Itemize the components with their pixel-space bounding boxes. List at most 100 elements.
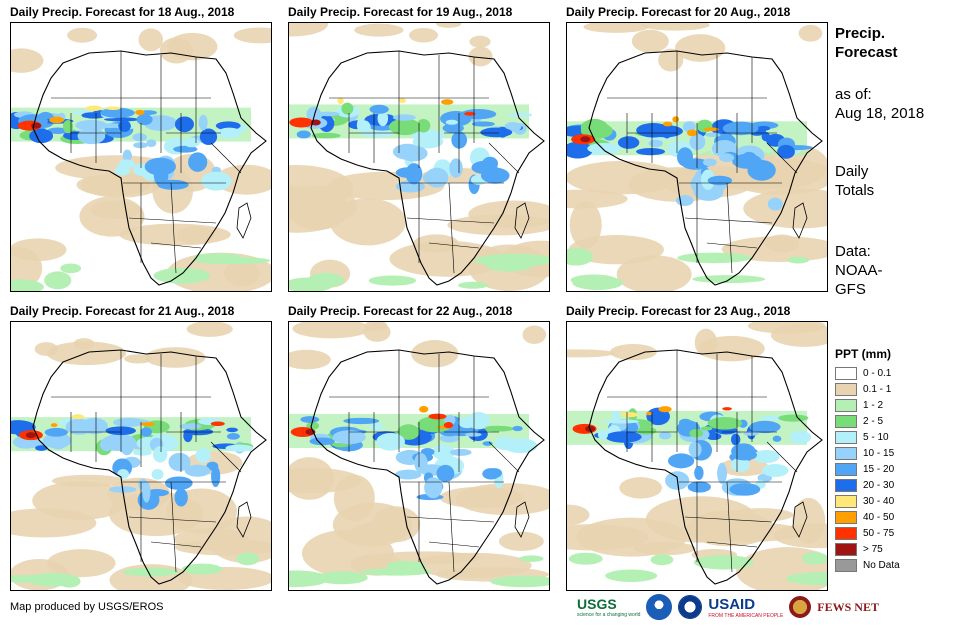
coastline <box>310 50 545 286</box>
rain-cell <box>195 448 211 463</box>
drizzle-area <box>468 46 493 67</box>
rain-cell <box>420 448 435 456</box>
country-border <box>448 182 455 274</box>
heavy-rain-cell <box>49 116 65 124</box>
heavy-rain-cell <box>703 127 719 132</box>
rain-cell <box>164 476 193 490</box>
rain-cell <box>668 453 695 469</box>
heavy-rain-cell <box>672 116 680 123</box>
rain-cell <box>496 126 508 138</box>
rain-cell <box>142 480 151 503</box>
rain-cell <box>767 197 783 211</box>
rain-cell <box>104 117 140 122</box>
rain-cell <box>226 433 240 440</box>
legend-swatch <box>835 366 857 380</box>
rain-cell <box>424 477 443 499</box>
light-rain-area <box>490 575 549 588</box>
rain-cell <box>504 121 522 132</box>
heavy-rain-cell <box>580 136 591 143</box>
rain-cell <box>659 431 672 440</box>
rain-cell <box>597 429 609 440</box>
legend-label: 50 - 75 <box>863 527 895 539</box>
rain-cell <box>132 449 152 456</box>
light-rain-area <box>122 567 179 577</box>
legend-item: 50 - 75 <box>835 525 900 541</box>
madagascar-outline <box>514 501 530 538</box>
precip-map <box>566 22 828 292</box>
daily-totals-label: Daily Totals <box>835 162 874 200</box>
africa-map <box>567 322 827 590</box>
heavy-rain-cell <box>289 117 314 128</box>
panel-title: Daily Precip. Forecast for 21 Aug., 2018 <box>10 304 235 318</box>
rain-cell <box>432 444 455 461</box>
country-border <box>766 142 798 174</box>
rain-cell <box>369 104 389 114</box>
drizzle-area <box>389 241 506 277</box>
drizzle-area <box>616 255 692 291</box>
legend-label: 15 - 20 <box>863 463 895 475</box>
drizzle-area <box>764 234 800 253</box>
source-line: NOAA- <box>835 262 883 279</box>
drizzle-area <box>567 349 615 358</box>
rain-cell <box>395 469 422 480</box>
madagascar-outline <box>514 202 530 239</box>
rain-cell <box>705 432 722 441</box>
rain-cell <box>707 417 743 430</box>
light-rain-area <box>27 573 79 587</box>
rain-cell <box>761 463 789 477</box>
usgs-logo: USGS science for a changing world <box>577 596 640 618</box>
drizzle-area <box>569 201 602 249</box>
heavy-rain-cell <box>140 422 155 427</box>
rain-cell <box>580 118 609 137</box>
legend-label: 10 - 15 <box>863 447 895 459</box>
legend-item: 0.1 - 1 <box>835 381 900 397</box>
drizzle-area <box>522 325 547 344</box>
drizzle-area <box>292 322 370 339</box>
forecast-panel-2: Daily Precip. Forecast for 19 Aug., 2018 <box>288 4 550 292</box>
rain-cell <box>730 433 741 446</box>
rain-cell <box>414 453 428 473</box>
drizzle-area <box>567 524 649 551</box>
panel-title: Daily Precip. Forecast for 23 Aug., 2018 <box>566 304 791 318</box>
rain-cell <box>199 128 218 146</box>
rain-cell <box>315 111 340 117</box>
rain-cell <box>184 464 211 477</box>
rain-cell <box>722 121 759 136</box>
heavy-rain-cell <box>443 422 454 429</box>
drizzle-area <box>11 247 43 290</box>
rain-cell <box>296 130 311 139</box>
legend-label: 30 - 40 <box>863 495 895 507</box>
rain-cell <box>132 133 147 142</box>
rain-cell <box>145 489 169 497</box>
rain-cell <box>198 114 208 131</box>
coastline <box>588 349 823 585</box>
drizzle-area <box>333 474 375 522</box>
africa-map <box>289 322 549 588</box>
country-border <box>488 142 520 174</box>
country-border <box>210 441 242 473</box>
drizzle-area <box>694 328 718 357</box>
rain-cell <box>359 120 371 136</box>
rain-cell <box>688 441 702 458</box>
legend-swatch <box>835 414 857 428</box>
rain-cell <box>376 432 406 451</box>
madagascar-outline <box>792 501 808 538</box>
drizzle-area <box>372 506 421 543</box>
legend-label: 40 - 50 <box>863 511 895 523</box>
light-rain-area <box>486 260 532 272</box>
drizzle-area <box>743 188 827 229</box>
light-rain-area <box>692 275 766 284</box>
heavy-rain-cell <box>662 121 673 127</box>
rain-cell <box>311 132 341 139</box>
legend-swatch <box>835 462 857 476</box>
forecast-panel-6: Daily Precip. Forecast for 23 Aug., 2018 <box>566 303 828 591</box>
heavy-rain-cell <box>621 412 639 418</box>
rain-cell <box>604 419 640 424</box>
coastline <box>32 50 267 286</box>
precip-map <box>566 321 828 591</box>
africa-map <box>11 27 271 291</box>
rain-cell <box>211 166 221 174</box>
rain-cell <box>481 425 514 432</box>
precip-map <box>10 22 272 292</box>
rain-cell <box>648 139 663 148</box>
